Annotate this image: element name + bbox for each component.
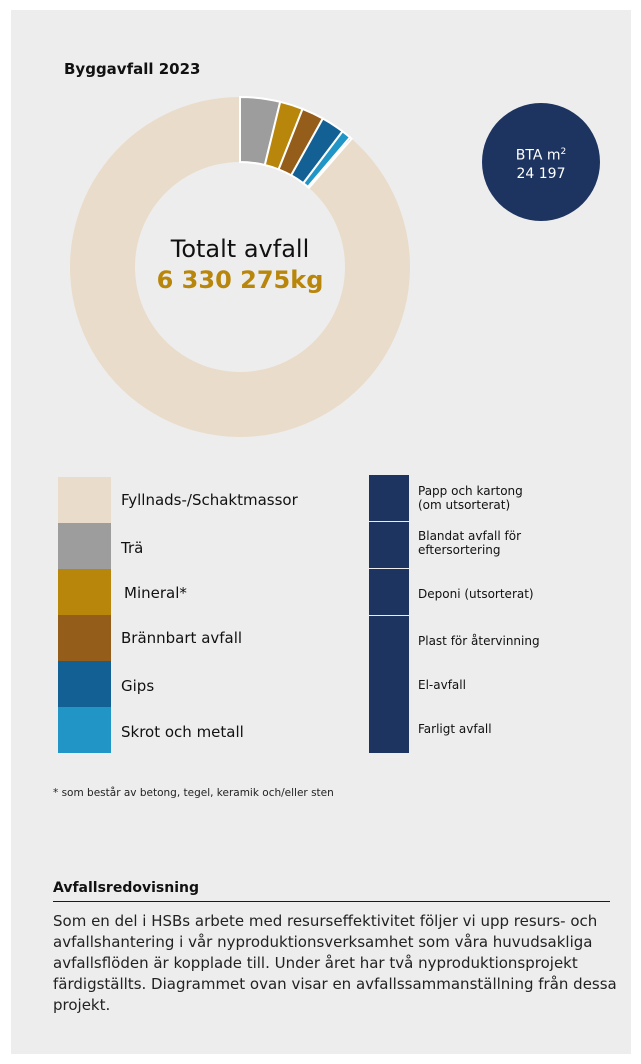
bta-badge: BTA m2 24 197 (482, 103, 600, 221)
legend-swatch (369, 475, 409, 521)
legend-item-brannbart: Brännbart avfall (58, 615, 348, 661)
donut-slice-0 (70, 97, 410, 437)
legend-label: Farligt avfall (418, 722, 492, 736)
legend-swatch (58, 707, 111, 753)
legend-swatch (58, 477, 111, 523)
section-title: Avfallsredovisning (53, 880, 199, 896)
legend-label-line1: Papp och kartong (418, 484, 523, 498)
legend-swatch (369, 616, 409, 662)
legend-item-blandat: Blandat avfall för eftersortering (369, 522, 599, 568)
legend-item-el-avfall: El-avfall (369, 661, 599, 707)
legend-label: Fyllnads-/Schaktmassor (121, 491, 298, 509)
legend-item-fyllnads: Fyllnads-/Schaktmassor (58, 477, 348, 523)
legend-swatch (58, 523, 111, 569)
legend-swatch (58, 661, 111, 707)
bta-superscript: 2 (560, 147, 567, 157)
legend-label-line1: Blandat avfall för (418, 529, 522, 543)
legend-item-gips: Gips (58, 661, 348, 707)
legend-label: Deponi (utsorterat) (418, 587, 534, 601)
legend-swatch (369, 707, 409, 753)
legend-label: Brännbart avfall (121, 629, 243, 647)
donut-chart (70, 95, 410, 437)
legend-label-line2: (om utsorterat) (418, 498, 511, 512)
legend-label: Gips (121, 677, 155, 695)
total-value: 6 330 275kg (156, 266, 324, 294)
legend-label: Trä (121, 539, 144, 557)
legend-label: Skrot och metall (121, 723, 244, 741)
legend-label: El-avfall (418, 678, 466, 692)
legend-label: Mineral* (124, 584, 187, 602)
legend-swatch (369, 569, 409, 615)
legend-item-tra: Trä (58, 523, 348, 569)
legend-label-line2: eftersortering (418, 543, 501, 557)
bta-label: BTA m (515, 147, 561, 164)
donut-slice-6 (306, 135, 354, 190)
chart-title: Byggavfall 2023 (64, 60, 201, 78)
legend-swatch (369, 661, 409, 707)
legend-swatch (58, 615, 111, 661)
legend-item-mineral: Mineral* (58, 569, 348, 615)
total-label: Totalt avfall (170, 235, 310, 263)
legend-item-skrot: Skrot och metall (58, 707, 348, 753)
legend-item-plast: Plast för återvinning (369, 616, 599, 662)
legend-item-deponi: Deponi (utsorterat) (369, 569, 599, 615)
footnote: * som består av betong, tegel, keramik o… (53, 787, 334, 799)
legend-label: Papp och kartong (om utsorterat) (418, 484, 523, 512)
legend-item-papp: Papp och kartong (om utsorterat) (369, 475, 599, 521)
legend-item-farligt: Farligt avfall (369, 707, 599, 753)
section-body: Som en del i HSBs arbete med resurseffek… (53, 912, 617, 1014)
legend-swatch (58, 569, 111, 615)
section-divider (53, 901, 610, 902)
legend-label: Plast för återvinning (418, 634, 540, 648)
legend-label: Blandat avfall för eftersortering (418, 529, 521, 557)
bta-value: 24 197 (516, 165, 566, 182)
legend-swatch (369, 522, 409, 568)
